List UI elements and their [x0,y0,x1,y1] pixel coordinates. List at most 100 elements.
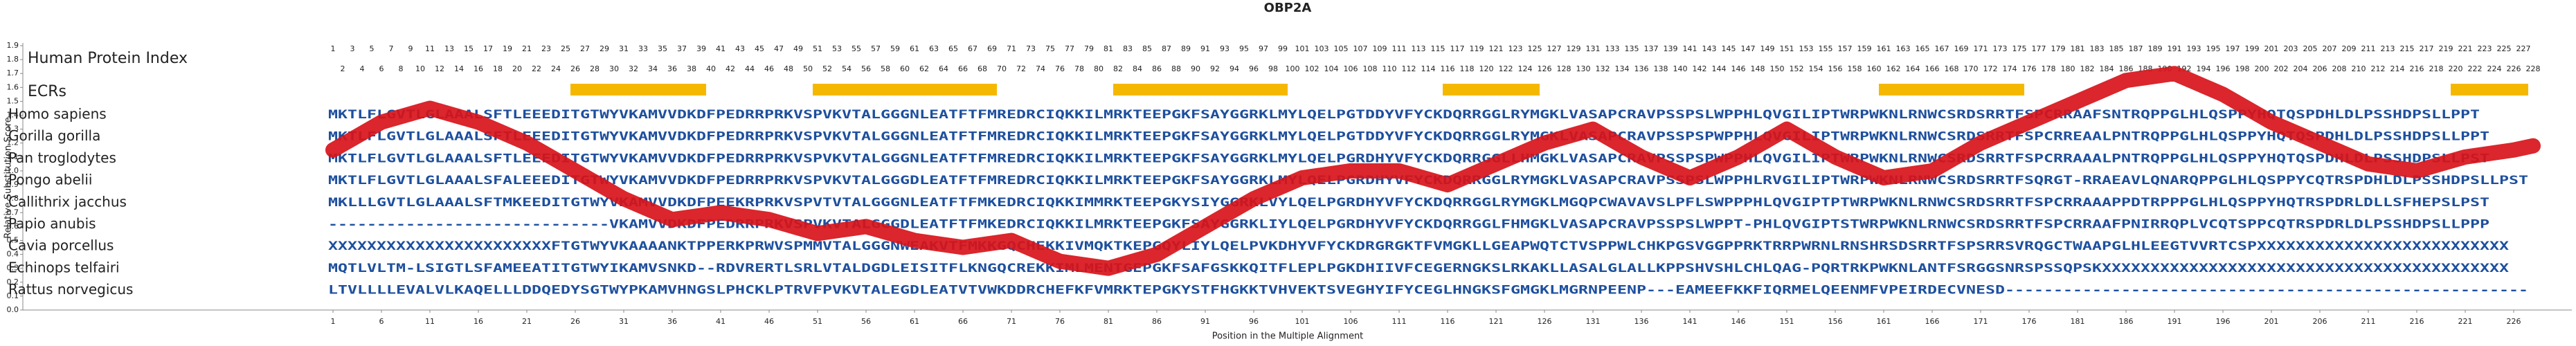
index-number: 218 [2429,64,2444,73]
x-tick-label: 81 [1104,317,1113,326]
index-number: 221 [2458,44,2473,53]
index-number: 155 [1819,44,1833,53]
x-tick-label: 96 [1249,317,1259,326]
sequence: -----------------------------VKAMVVDKDFP… [328,218,2489,232]
index-number: 164 [1906,64,1920,73]
index-number: 62 [919,64,929,73]
index-number: 13 [444,44,454,53]
index-number: 23 [541,44,551,53]
index-number: 200 [2255,64,2269,73]
index-number: 175 [2012,44,2027,53]
species-name: Papio anubis [8,215,96,232]
y-tick-label: 0.5 [7,235,19,244]
x-tick-label: 131 [1586,317,1601,326]
index-number: 51 [813,44,822,53]
x-tick-label: 61 [910,317,919,326]
ecr-bar [813,84,997,95]
x-tick-label: 71 [1007,317,1016,326]
index-number: 205 [2303,44,2318,53]
index-number: 82 [1113,64,1123,73]
index-number: 222 [2468,64,2483,73]
sequence: MKTLFLGVTLGLAAALSFTLEEEDITGTWYVKAMVVDKDF… [328,152,2489,165]
x-tick-label: 176 [2022,317,2037,326]
index-number: 34 [648,64,658,73]
index-number: 60 [900,64,910,73]
index-number: 36 [667,64,677,73]
x-tick-label: 171 [1974,317,1988,326]
x-tick-label: 216 [2410,317,2424,326]
y-tick-label: 0.3 [7,264,19,273]
index-number: 14 [454,64,464,73]
index-number: 126 [1538,64,1552,73]
index-number: 21 [522,44,532,53]
index-number: 223 [2478,44,2492,53]
index-number: 140 [1673,64,1688,73]
index-number: 171 [1974,44,1988,53]
index-number: 104 [1324,64,1339,73]
index-number: 5 [370,44,375,53]
index-number: 226 [2507,64,2521,73]
species-name: Homo sapiens [8,106,107,122]
y-tick-label: 0.6 [7,221,19,230]
index-number: 15 [464,44,474,53]
index-number: 206 [2313,64,2327,73]
index-number: 127 [1547,44,1562,53]
index-number: 196 [2216,64,2231,73]
index-number: 30 [609,64,619,73]
x-tick-label: 111 [1392,317,1407,326]
ecr-bar [2451,84,2528,95]
index-number: 170 [1964,64,1979,73]
index-number: 27 [580,44,590,53]
x-tick-label: 16 [474,317,483,326]
index-number: 53 [832,44,842,53]
index-number: 166 [1925,64,1940,73]
index-number: 132 [1596,64,1610,73]
index-number: 139 [1664,44,1678,53]
index-number: 133 [1605,44,1620,53]
index-number: 101 [1295,44,1310,53]
x-tick-label: 66 [958,317,968,326]
index-number: 169 [1954,44,1969,53]
index-number: 72 [1016,64,1026,73]
index-number: 172 [1983,64,1998,73]
index-number: 24 [551,64,561,73]
index-number: 129 [1567,44,1581,53]
index-number: 156 [1828,64,1843,73]
index-number: 119 [1470,44,1484,53]
index-number: 38 [687,64,696,73]
index-number: 144 [1712,64,1727,73]
index-number: 178 [2042,64,2056,73]
index-number: 117 [1450,44,1465,53]
index-number: 46 [764,64,774,73]
index-number: 96 [1249,64,1259,73]
index-number: 40 [706,64,716,73]
index-number: 199 [2245,44,2260,53]
index-number: 75 [1045,44,1055,53]
x-tick-label: 226 [2507,317,2521,326]
index-number: 50 [803,64,813,73]
index-number: 103 [1315,44,1329,53]
index-number: 158 [1848,64,1862,73]
index-number: 98 [1268,64,1278,73]
index-number: 19 [503,44,512,53]
index-number: 137 [1644,44,1659,53]
sequence: XXXXXXXXXXXXXXXXXXXXXXXFTGTWYVKAAAANKTPP… [328,239,2510,253]
x-tick-label: 31 [619,317,629,326]
y-tick-label: 1.3 [7,125,19,134]
index-number: 37 [677,44,687,53]
index-number: 83 [1123,44,1133,53]
index-number: 152 [1790,64,1804,73]
index-number: 42 [726,64,735,73]
index-number: 66 [958,64,968,73]
index-number: 159 [1857,44,1872,53]
index-number: 74 [1036,64,1045,73]
index-number: 26 [570,64,580,73]
index-number: 22 [532,64,541,73]
index-number: 10 [415,64,425,73]
index-number: 39 [696,44,706,53]
index-number: 118 [1460,64,1475,73]
index-number: 25 [561,44,570,53]
index-number: 114 [1421,64,1436,73]
index-number: 134 [1615,64,1630,73]
index-number: 59 [890,44,900,53]
